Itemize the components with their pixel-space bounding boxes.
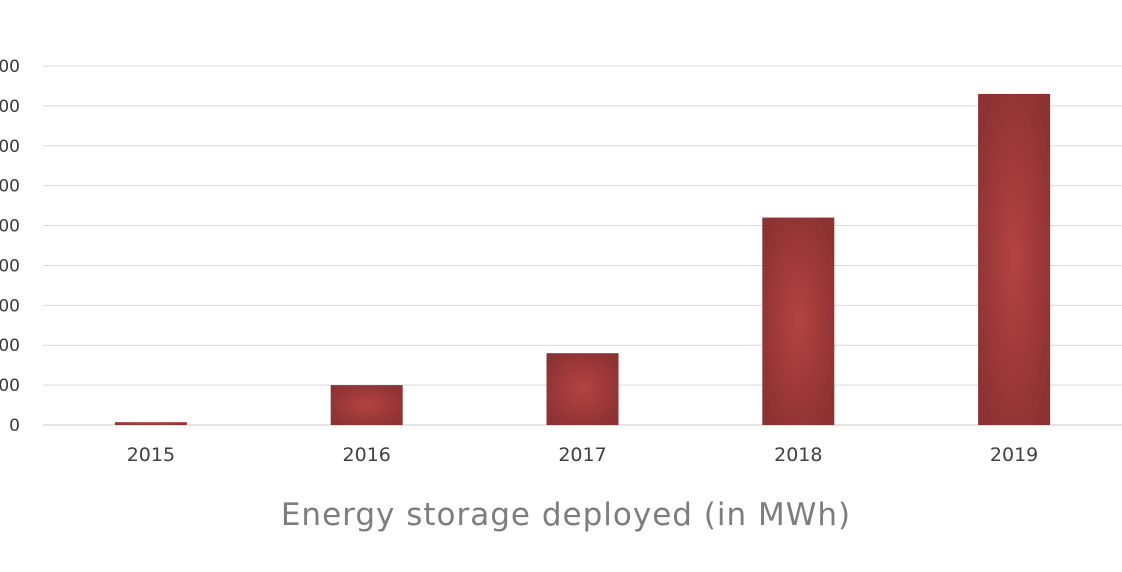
bar-2017 bbox=[546, 353, 619, 425]
bar-2019 bbox=[978, 93, 1051, 425]
y-tick-label: 00 bbox=[0, 97, 20, 117]
y-tick-label: 0 bbox=[9, 416, 20, 436]
y-tick-label: 00 bbox=[0, 57, 20, 77]
y-tick-label: 00 bbox=[0, 217, 20, 237]
x-axis-label: Energy storage deployed (in MWh) bbox=[281, 497, 851, 533]
x-tick-label-2019: 2019 bbox=[990, 444, 1038, 466]
y-tick-label: 00 bbox=[0, 256, 20, 276]
y-tick-label: 00 bbox=[0, 296, 20, 316]
bar-2015 bbox=[114, 422, 187, 425]
x-axis-ticks: 2015 2016 2017 2018 2019 bbox=[127, 444, 1039, 466]
y-tick-label: 00 bbox=[0, 177, 20, 197]
x-tick-label-2015: 2015 bbox=[127, 444, 175, 466]
bar-2018 bbox=[762, 217, 835, 425]
gridlines bbox=[43, 65, 1122, 426]
x-tick-label-2016: 2016 bbox=[343, 444, 391, 466]
x-tick-label-2018: 2018 bbox=[774, 444, 822, 466]
y-tick-label: 00 bbox=[0, 137, 20, 157]
y-tick-label: 00 bbox=[0, 336, 20, 356]
bar-2016 bbox=[330, 385, 403, 425]
x-tick-label-2017: 2017 bbox=[558, 444, 606, 466]
y-tick-label: 00 bbox=[0, 376, 20, 396]
bars bbox=[114, 93, 1051, 425]
